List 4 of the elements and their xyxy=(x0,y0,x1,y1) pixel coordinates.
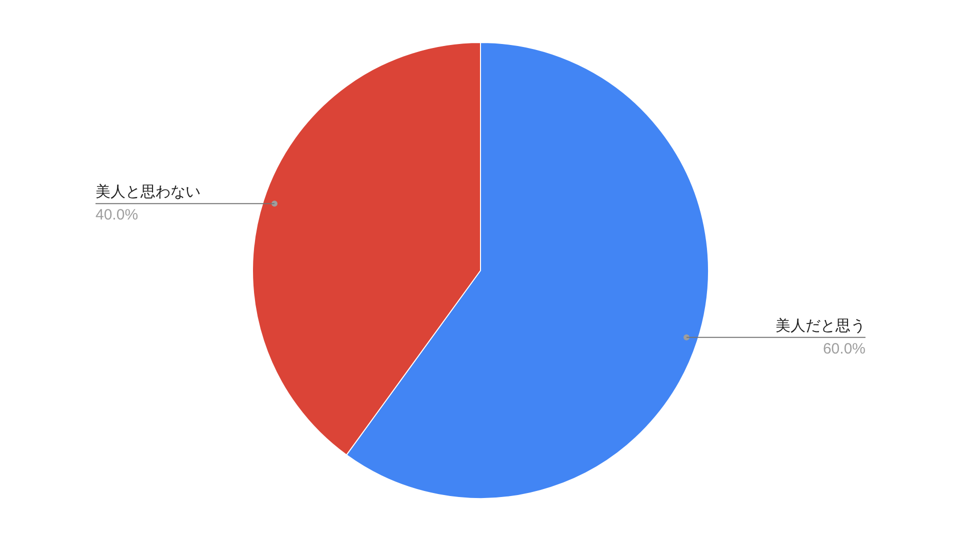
slice-label: 美人と思わない xyxy=(96,182,200,201)
data-label: 40.0% xyxy=(96,206,138,224)
data-label: 60.0% xyxy=(822,340,866,358)
slice-label: 美人だと思う xyxy=(776,316,866,334)
